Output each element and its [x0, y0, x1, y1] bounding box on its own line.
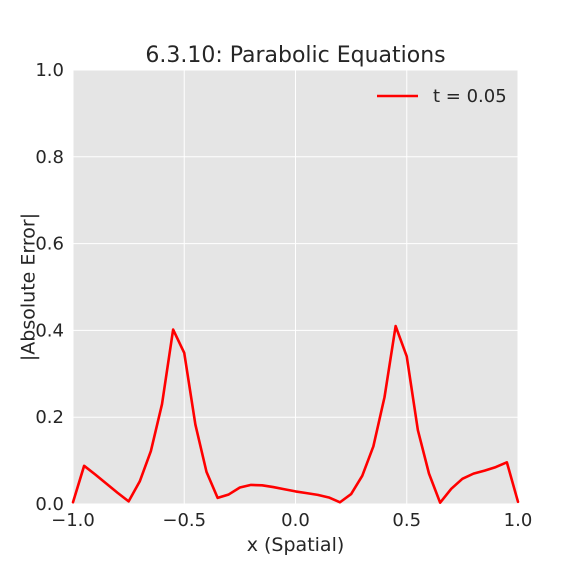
x-tick-label: −0.5 [162, 510, 206, 531]
y-tick-label: 0.4 [35, 320, 64, 341]
x-tick-label: 0.5 [392, 510, 421, 531]
series-group [71, 324, 520, 504]
y-tick-labels: 0.0 0.2 0.4 0.6 0.8 1.0 [35, 60, 64, 515]
x-tick-label: 1.0 [504, 510, 533, 531]
x-axis-label: x (Spatial) [247, 534, 345, 556]
x-tick-label: −1.0 [51, 510, 95, 531]
series-line-t-0-05 [71, 324, 520, 504]
y-tick-label: 0.2 [35, 407, 64, 428]
y-tick-label: 0.8 [35, 147, 64, 168]
x-tick-labels: −1.0 −0.5 0.0 0.5 1.0 [51, 510, 532, 531]
gridlines [72, 69, 519, 505]
x-tick-label: 0.0 [281, 510, 310, 531]
y-tick-label: 0.6 [35, 234, 64, 255]
y-axis-label: |Absolute Error| [18, 213, 40, 361]
legend: t = 0.05 [377, 86, 507, 107]
legend-label: t = 0.05 [433, 86, 507, 107]
y-tick-label: 1.0 [35, 60, 64, 81]
chart-title: 6.3.10: Parabolic Equations [145, 43, 445, 68]
y-tick-label: 0.0 [35, 494, 64, 515]
